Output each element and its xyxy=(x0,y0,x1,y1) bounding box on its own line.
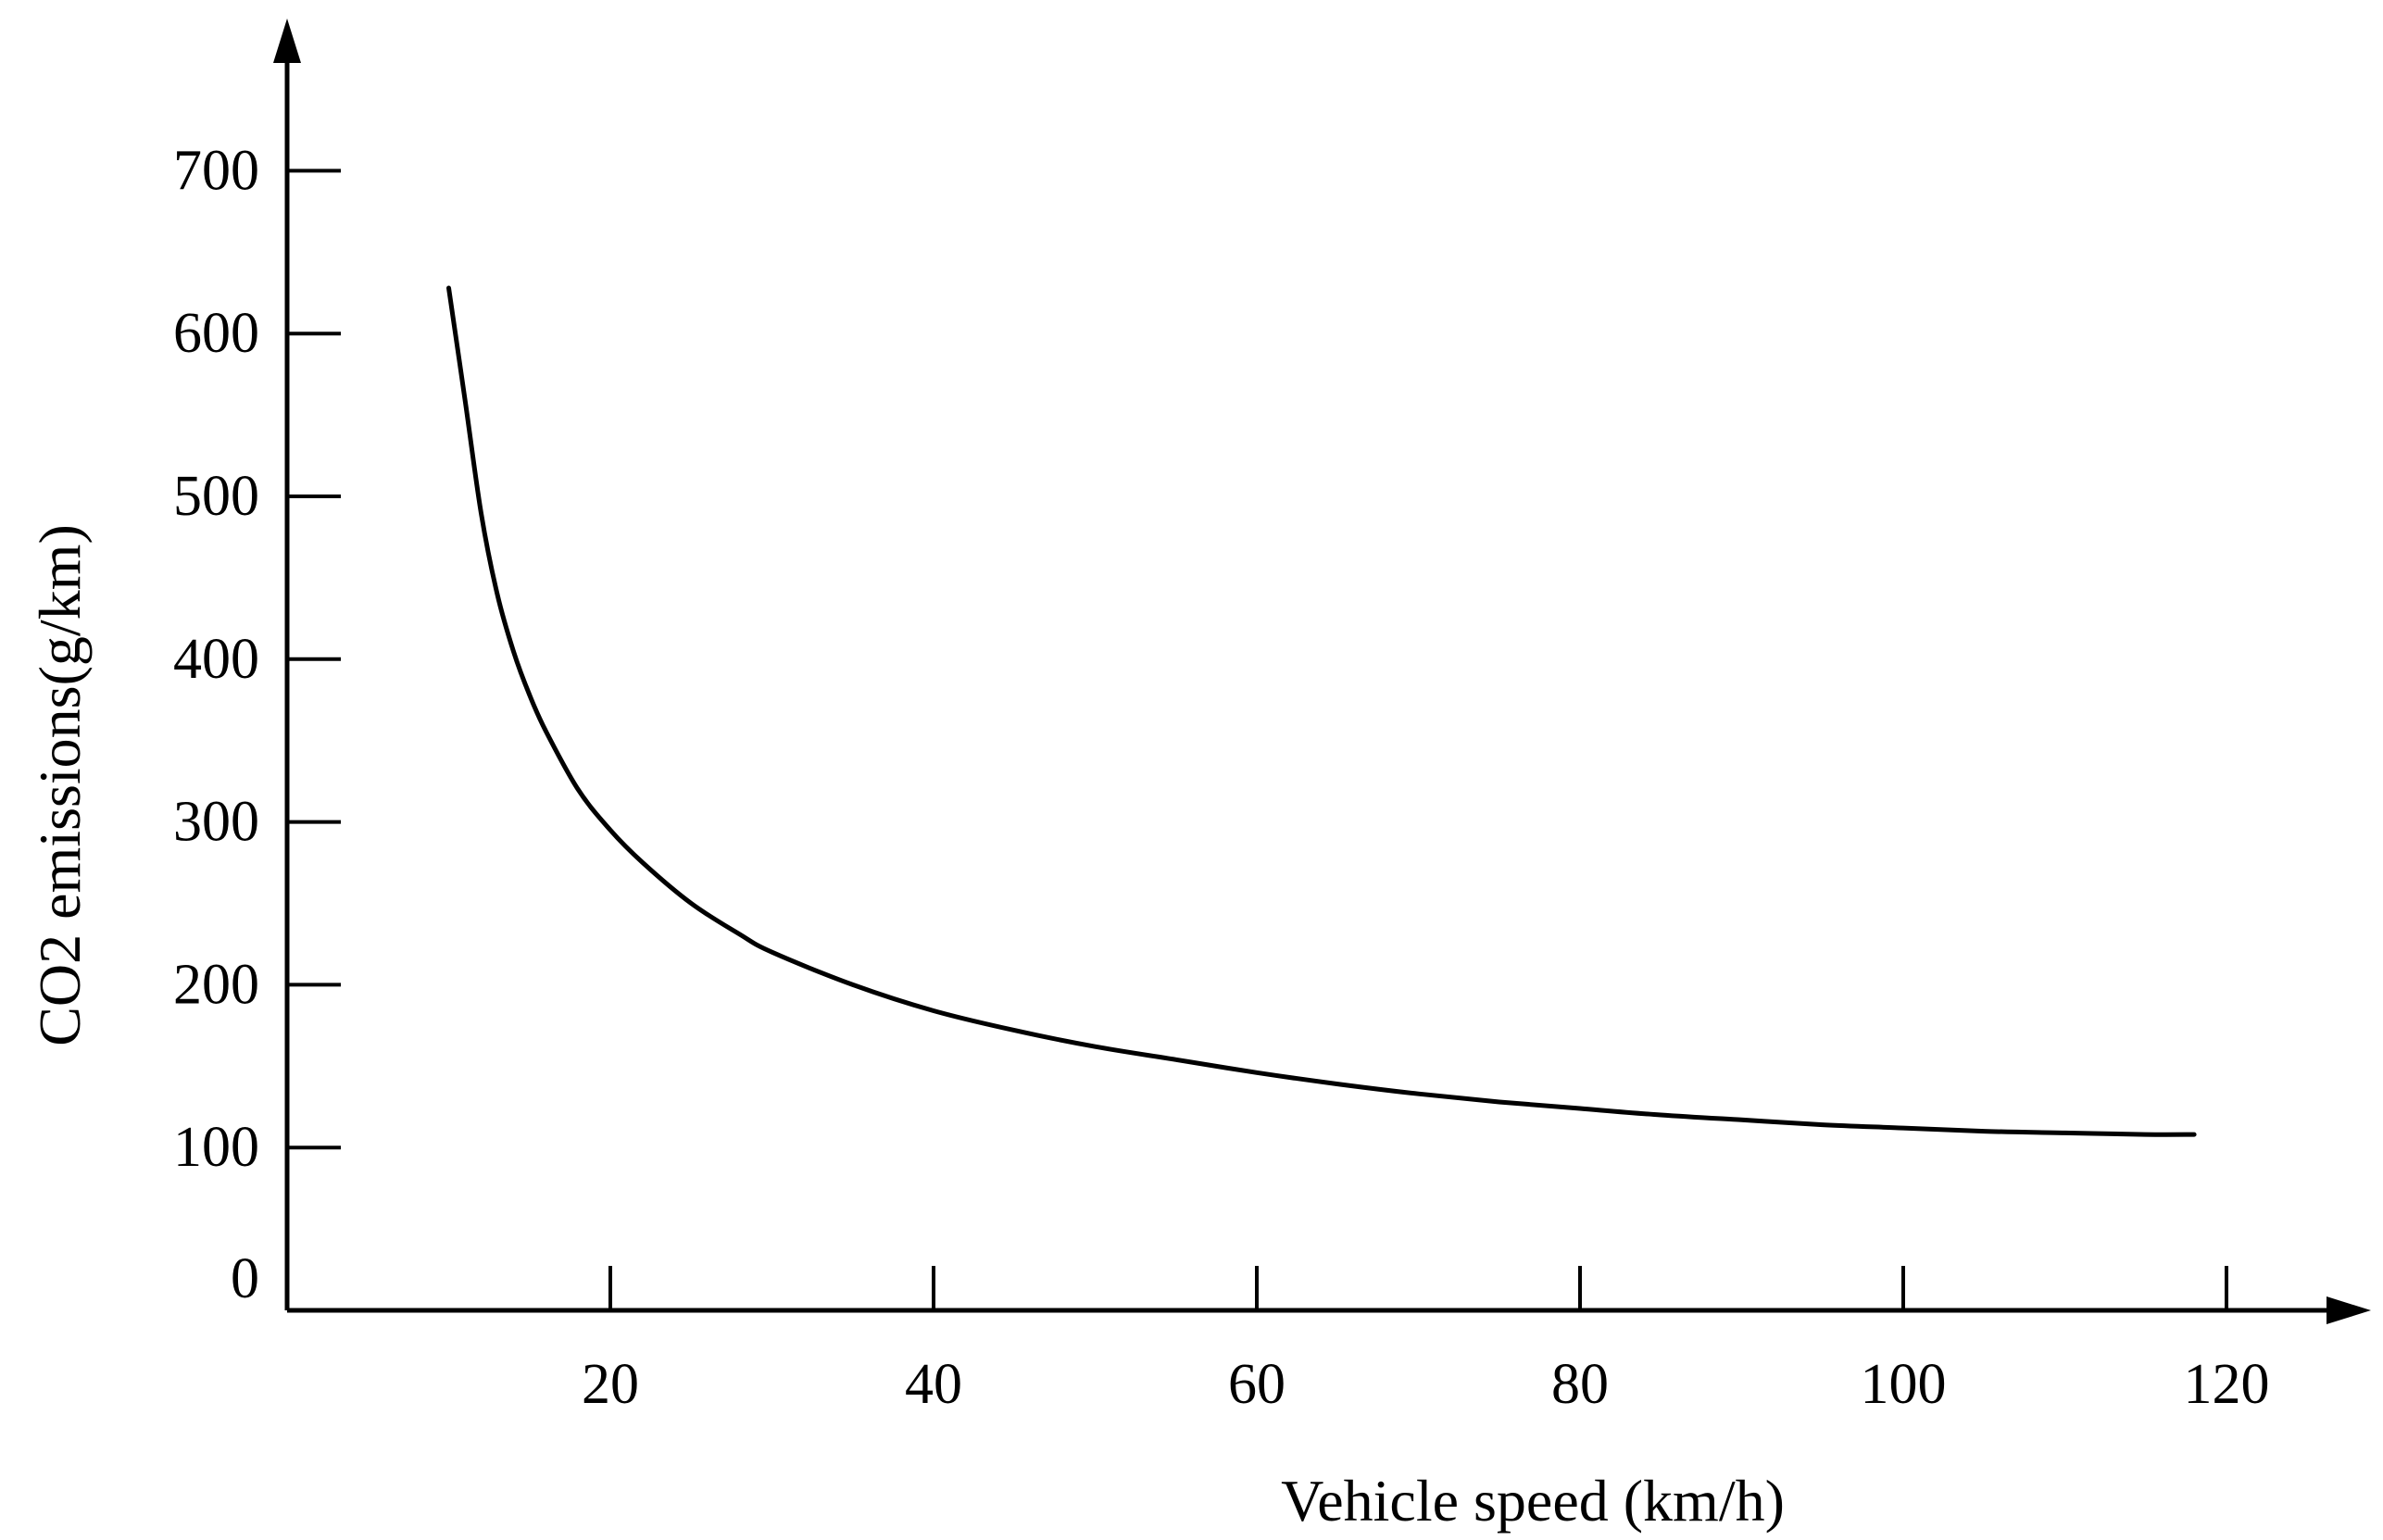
x-tick-label: 120 xyxy=(2184,1353,2270,1416)
x-tick-label: 100 xyxy=(1861,1353,1947,1416)
y-tick-label: 200 xyxy=(173,953,259,1016)
x-ticks: 20 40 60 80 100 120 xyxy=(582,1266,2270,1416)
x-tick-label: 80 xyxy=(1551,1353,1609,1416)
x-tick-label: 60 xyxy=(1228,1353,1286,1416)
axes xyxy=(273,19,2371,1324)
y-tick-label: 500 xyxy=(173,465,259,528)
y-axis-arrow xyxy=(273,19,301,63)
y-tick-label: 400 xyxy=(173,628,259,691)
y-tick-label: 300 xyxy=(173,791,259,854)
y-axis-label: CO2 emissions(g/km) xyxy=(27,524,93,1046)
x-axis-arrow xyxy=(2327,1296,2371,1324)
series-line xyxy=(446,285,2197,1137)
y-ticks: 0 100 200 300 400 500 600 700 xyxy=(173,139,341,1310)
y-tick-label: 100 xyxy=(173,1116,259,1179)
x-axis-label: Vehicle speed (km/h) xyxy=(1281,1468,1785,1534)
y-tick-label: 700 xyxy=(173,139,259,202)
y-tick-label: 0 xyxy=(231,1247,259,1310)
series-group xyxy=(446,285,2197,1137)
x-tick-label: 40 xyxy=(905,1353,962,1416)
x-tick-label: 20 xyxy=(582,1353,639,1416)
y-tick-label: 600 xyxy=(173,302,259,365)
